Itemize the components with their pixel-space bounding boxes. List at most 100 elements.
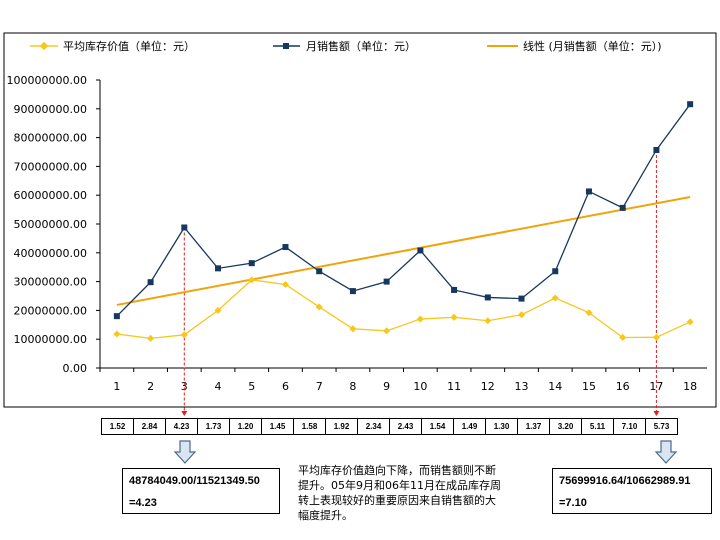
- y-tick-label: 80000000.00: [14, 132, 87, 145]
- data-point: [147, 334, 155, 342]
- data-point: [214, 306, 222, 314]
- data-point: [417, 247, 424, 254]
- data-point: [113, 330, 121, 338]
- legend-label-inventory: 平均库存价值（单位：元）: [63, 39, 195, 53]
- y-tick-label: 30000000.00: [14, 276, 87, 289]
- calc-box-month-17: 75699916.64/10662989.91 =7.10: [552, 468, 712, 514]
- ratio-cell: 1.52: [101, 418, 134, 435]
- data-point: [147, 279, 154, 286]
- y-tick-label: 90000000.00: [14, 103, 87, 116]
- data-point: [451, 286, 458, 293]
- x-tick-label: 13: [515, 380, 529, 393]
- x-tick-label: 1: [113, 380, 120, 393]
- sales-inventory-chart: 平均库存价值（单位：元） 月销售额（单位：元） 线性 (月销售额（单位：元）) …: [3, 32, 717, 416]
- data-point: [484, 317, 492, 325]
- plot-area: 0.00 10000000.00 20000000.00 30000000.00 400…: [7, 74, 707, 416]
- note-line: 提升。05年9月和06年11月在成品库存周: [298, 479, 501, 492]
- legend: 平均库存价值（单位：元） 月销售额（单位：元） 线性 (月销售额（单位：元）): [30, 39, 662, 53]
- trend-line: [116, 195, 691, 306]
- note-line: 幅度提升。: [298, 509, 353, 522]
- data-point: [315, 303, 323, 311]
- y-tick-label: 100000000.00: [7, 74, 87, 87]
- y-tick-label: 0.00: [63, 362, 88, 375]
- calc-box-month-3: 48784049.00/11521349.50 =4.23: [122, 468, 280, 514]
- highlight-arrowhead: [181, 411, 188, 416]
- y-tick-label: 20000000.00: [14, 304, 87, 317]
- ratio-cell: 1.20: [229, 418, 262, 435]
- calc-result: =7.10: [559, 497, 587, 509]
- ratio-cell: 5.11: [581, 418, 614, 435]
- legend-label-sales: 月销售额（单位：元）: [306, 39, 416, 53]
- x-tick-label: 15: [582, 380, 596, 393]
- x-tick-label: 16: [616, 380, 630, 393]
- data-point: [517, 311, 526, 319]
- ratio-cell: 1.58: [293, 418, 326, 435]
- ratio-cell: 1.37: [517, 418, 550, 435]
- data-point: [484, 294, 491, 301]
- data-point: [416, 315, 424, 323]
- data-point: [551, 294, 559, 302]
- legend-item-inventory: 平均库存价值（单位：元）: [30, 39, 195, 53]
- turnover-ratio-row: 1.52 2.84 4.23 1.73 1.20 1.45 1.58 1.92 2.34 2.43…: [101, 418, 678, 435]
- x-tick-label: 7: [316, 380, 323, 393]
- data-point: [281, 280, 290, 289]
- down-arrow-icon: [654, 440, 678, 464]
- ratio-cell: 4.23: [165, 418, 198, 435]
- x-tick-label: 5: [248, 380, 255, 393]
- x-tick-label: 12: [481, 380, 495, 393]
- ratio-cell: 1.54: [421, 418, 454, 435]
- x-tick-label: 14: [548, 380, 562, 393]
- ratio-cell: 2.34: [357, 418, 390, 435]
- ratio-cell: 7.10: [613, 418, 646, 435]
- x-tick-label: 6: [282, 380, 289, 393]
- legend-label-trend: 线性 (月销售额（单位：元）): [523, 39, 662, 53]
- ratio-cell: 1.49: [453, 418, 486, 435]
- down-arrow-icon: [173, 440, 197, 464]
- data-point: [585, 309, 593, 317]
- x-tick-label: 8: [349, 380, 356, 393]
- ratio-cell: 1.73: [197, 418, 230, 435]
- calc-formula: 48784049.00/11521349.50: [129, 475, 260, 487]
- data-point: [652, 333, 660, 341]
- data-point: [248, 276, 256, 284]
- ratio-cell: 1.45: [261, 418, 294, 435]
- legend-item-trend: 线性 (月销售额（单位：元）): [487, 39, 662, 53]
- y-tick-label: 40000000.00: [14, 247, 87, 260]
- y-tick-label: 50000000.00: [14, 218, 87, 231]
- ratio-cell: 5.73: [645, 418, 678, 435]
- data-point: [383, 278, 390, 285]
- calc-result: =4.23: [129, 497, 157, 509]
- x-tick-label: 2: [147, 380, 154, 393]
- highlight-arrowhead: [653, 411, 660, 416]
- data-point: [181, 224, 188, 231]
- data-point: [686, 318, 694, 326]
- x-tick-label: 10: [413, 380, 427, 393]
- ratio-cell: 1.30: [485, 418, 518, 435]
- data-point: [619, 333, 627, 342]
- legend-item-sales: 月销售额（单位：元）: [273, 39, 416, 53]
- ratio-cell: 1.92: [325, 418, 358, 435]
- note-line: 转上表现较好的重要原因来自销售额的大: [298, 494, 496, 507]
- data-point: [585, 188, 592, 195]
- data-point: [316, 268, 323, 275]
- turnover-ratio-table: 1.52 2.84 4.23 1.73 1.20 1.45 1.58 1.92 2.34 2.43…: [101, 418, 678, 435]
- x-tick-label: 9: [383, 380, 390, 393]
- y-tick-label: 10000000.00: [14, 333, 87, 346]
- data-point: [180, 331, 188, 339]
- y-tick-label: 60000000.00: [14, 189, 87, 202]
- data-point: [518, 295, 525, 302]
- series-line: [116, 279, 691, 339]
- ratio-cell: 2.84: [133, 418, 166, 435]
- ratio-cell: 2.43: [389, 418, 422, 435]
- data-point: [349, 325, 357, 333]
- data-point: [653, 146, 660, 153]
- y-tick-label: 70000000.00: [14, 160, 87, 173]
- data-point: [113, 313, 120, 320]
- x-tick-label: 18: [683, 380, 697, 393]
- data-point: [282, 244, 289, 251]
- data-point: [450, 313, 458, 321]
- data-point: [687, 101, 694, 108]
- chart-frame: [3, 32, 717, 408]
- data-point: [349, 288, 356, 295]
- data-point: [248, 260, 255, 267]
